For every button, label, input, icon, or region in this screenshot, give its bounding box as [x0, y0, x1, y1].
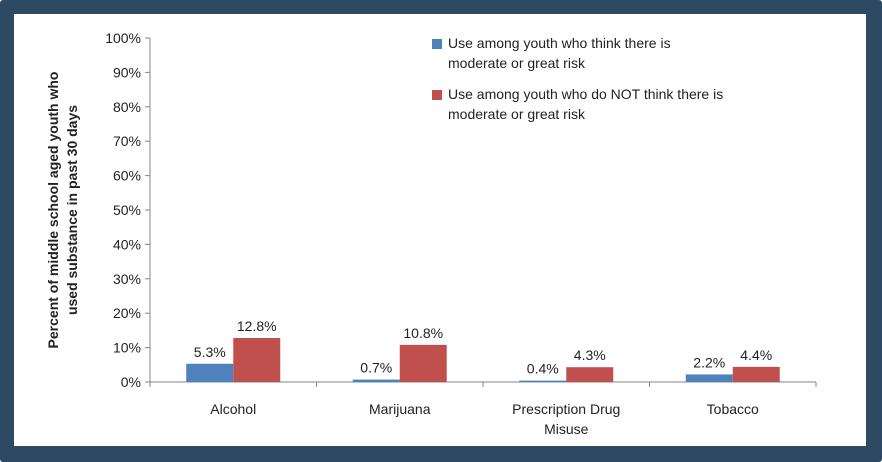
y-tick-label: 60% [113, 168, 141, 184]
y-axis-title-line: used substance in past 30 days [64, 105, 80, 315]
y-tick-label: 100% [105, 30, 141, 46]
category-labels: Alcohol Marijuana Prescription Drug Misuse T… [210, 401, 759, 437]
chart-panel: Percent of middle school aged youth who u… [14, 14, 866, 446]
legend-entry-line: Use among youth who think there is [448, 35, 671, 51]
data-label: 0.4% [527, 361, 559, 377]
bar-series-2-marijuana [399, 344, 447, 382]
y-tick-label: 50% [113, 202, 141, 218]
legend-entry-line: moderate or great risk [448, 106, 586, 122]
bar-series-1-marijuana [352, 379, 400, 382]
bar-series-1-tobacco [685, 374, 733, 382]
legend-swatch-series-2 [432, 90, 442, 100]
y-tick-label: 20% [113, 305, 141, 321]
y-axis-ticks: 0% 10% 20% 30% 40% 50% 60% 70% 80% 90% 100% [105, 30, 150, 390]
x-category-label-line: Prescription Drug [512, 401, 620, 417]
legend-entry-series-2: Use among youth who do NOT think there i… [448, 86, 723, 122]
legend-entry-line: moderate or great risk [448, 55, 586, 71]
y-axis-title-line: Percent of middle school aged youth who [45, 72, 61, 349]
data-label: 4.3% [574, 347, 606, 363]
legend: Use among youth who think there is modera… [432, 35, 723, 122]
bar-series-2-alcohol [233, 337, 281, 382]
y-tick-label: 80% [113, 99, 141, 115]
bar-series-2-tobacco [732, 366, 780, 382]
legend-entry-line: Use among youth who do NOT think there i… [448, 86, 723, 102]
x-category-label: Tobacco [707, 401, 759, 417]
y-tick-label: 40% [113, 236, 141, 252]
data-label: 0.7% [360, 360, 392, 376]
y-tick-label: 10% [113, 340, 141, 356]
y-tick-label: 30% [113, 271, 141, 287]
y-axis-label: Percent of middle school aged youth who u… [45, 72, 80, 349]
value-labels: 5.3% 12.8% 0.7% 10.8% 0.4% 4.3% 2.2% 4.4% [194, 318, 772, 377]
x-category-label-line: Misuse [544, 421, 589, 437]
x-category-label-line: Tobacco [707, 401, 759, 417]
data-label: 2.2% [693, 354, 725, 370]
x-category-label: Alcohol [210, 401, 256, 417]
x-category-label-line: Alcohol [210, 401, 256, 417]
bar-series-2-prescription-drug-misuse [566, 367, 614, 382]
bar-series-1-prescription-drug-misuse [519, 380, 567, 382]
x-category-label-line: Marijuana [369, 401, 431, 417]
x-category-label: Prescription Drug Misuse [512, 401, 620, 437]
y-axis-title: Percent of middle school aged youth who u… [45, 72, 80, 349]
data-label: 10.8% [403, 325, 443, 341]
data-label: 12.8% [237, 318, 277, 334]
x-category-label: Marijuana [369, 401, 431, 417]
legend-entry-series-1: Use among youth who think there is modera… [448, 35, 671, 71]
data-label: 4.4% [740, 347, 772, 363]
y-tick-label: 0% [121, 374, 141, 390]
data-label: 5.3% [194, 344, 226, 360]
bar-chart: Percent of middle school aged youth who u… [45, 30, 817, 437]
bars [186, 337, 780, 382]
legend-swatch-series-1 [432, 39, 442, 49]
y-tick-label: 70% [113, 133, 141, 149]
y-tick-label: 90% [113, 64, 141, 80]
bar-series-1-alcohol [186, 363, 234, 382]
